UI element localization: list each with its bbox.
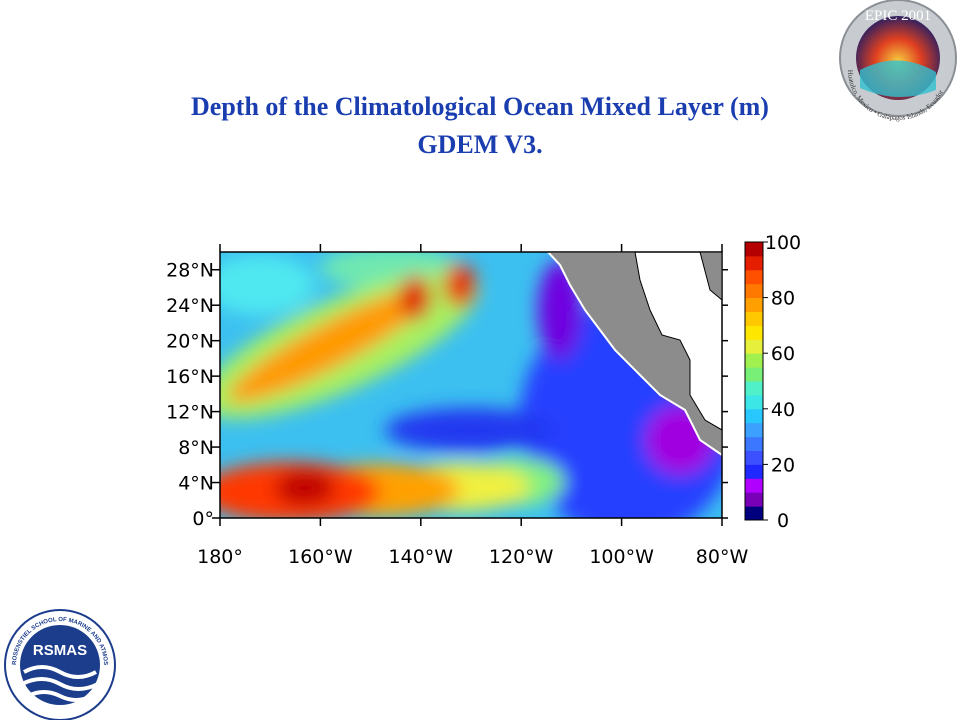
colorbar-tick-label: 20 (771, 454, 795, 476)
rsmas-logo: RSMAS ROSENSTIEL SCHOOL OF MARINE AND AT… (0, 0, 116, 720)
y-tick-label: 16°N (166, 366, 214, 388)
colorbar-swatch (745, 283, 763, 299)
y-tick-label: 12°N (166, 402, 214, 424)
epic-title: EPIC 2001 (865, 8, 931, 24)
colorbar-swatch (745, 339, 763, 354)
colorbar-tick-label: 0 (777, 510, 789, 532)
x-tick-label: 140°W (389, 546, 454, 568)
y-tick-label: 24°N (166, 295, 214, 317)
colorbar-swatch (745, 381, 763, 396)
colorbar-swatch (745, 353, 763, 368)
colorbar-tick-label: 40 (771, 399, 795, 421)
colorbar-swatch (745, 464, 763, 479)
colorbar-swatch (745, 297, 763, 312)
x-tick-label: 100°W (589, 546, 654, 568)
title-line-1: Depth of the Climatological Ocean Mixed … (191, 92, 769, 121)
title-line-2: GDEM V3. (417, 130, 542, 159)
colorbar-tick-label: 80 (771, 288, 795, 310)
y-tick-label: 8°N (178, 437, 214, 459)
y-tick-label: 0° (192, 508, 214, 530)
colorbar-swatch (745, 408, 763, 424)
y-tick-label: 28°N (166, 260, 214, 282)
colorbar: 0 20 40 60 80 100 (744, 232, 801, 532)
colorbar-swatch (745, 394, 763, 410)
colorbar-swatch (745, 450, 763, 465)
x-tick-label: 160°W (288, 546, 353, 568)
x-tick-label: 80°W (696, 546, 749, 568)
y-tick-label: 20°N (166, 331, 214, 353)
rsmas-caption: ROSENSTIEL SCHOOL OF MARINE AND ATMOSPHE… (0, 0, 108, 665)
colorbar-swatch (745, 367, 763, 382)
rsmas-caption-path: ROSENSTIEL SCHOOL OF MARINE AND ATMOSPHE… (0, 0, 108, 665)
x-tick-label: 180° (197, 546, 243, 568)
plot-frame (219, 251, 723, 519)
epic-logo: EPIC 2001 Huatulco, Mexico • Galápagos I… (839, 0, 957, 122)
mixed-layer-field (220, 252, 722, 518)
rsmas-name: RSMAS (33, 642, 87, 659)
axes: 180° 160°W 140°W 120°W 100°W 80°W 0° 4°N 8°N 12°N… (166, 244, 748, 568)
colorbar-swatch (745, 422, 763, 438)
colorbar-swatch (745, 269, 763, 285)
x-tick-label: 120°W (489, 546, 554, 568)
colorbar-swatch (745, 506, 763, 521)
colorbar-swatch (745, 436, 763, 451)
colorbar-swatch (745, 311, 763, 326)
colorbar-tick-label: 100 (765, 232, 801, 254)
colorbar-frame (744, 241, 764, 521)
colorbar-swatch (745, 478, 763, 493)
colorbar-swatch (745, 242, 763, 257)
colorbar-swatch (745, 255, 763, 271)
y-tick-label: 4°N (178, 473, 214, 495)
colorbar-swatch (745, 325, 763, 340)
colorbar-swatch (745, 492, 763, 507)
colorbar-tick-label: 60 (771, 343, 795, 365)
